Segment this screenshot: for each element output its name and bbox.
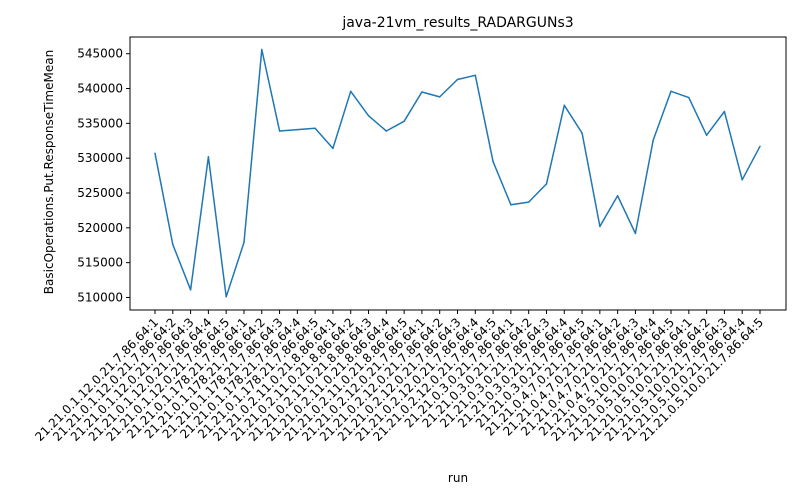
data-point xyxy=(421,91,423,93)
data-point xyxy=(314,127,316,129)
data-point xyxy=(385,130,388,132)
data-point xyxy=(492,160,494,163)
data-point xyxy=(296,128,299,131)
data-point xyxy=(456,78,459,81)
data-point xyxy=(278,130,281,132)
y-tick-label: 540000 xyxy=(77,82,123,96)
y-tick-label: 510000 xyxy=(77,290,123,304)
data-point xyxy=(225,296,227,298)
plot-frame xyxy=(129,36,787,311)
y-axis-label: BasicOperations.Put.ResponseTimeMean xyxy=(42,50,56,294)
data-point xyxy=(545,183,548,185)
x-axis-label: run xyxy=(448,471,468,485)
data-point xyxy=(332,147,334,150)
data-point xyxy=(474,74,477,77)
data-point xyxy=(723,110,726,113)
data-point xyxy=(154,152,156,155)
y-tick-label: 515000 xyxy=(77,256,123,270)
data-point xyxy=(510,204,512,206)
data-point xyxy=(172,243,174,246)
data-point xyxy=(616,195,619,197)
data-point xyxy=(581,132,583,134)
data-point xyxy=(741,179,743,181)
data-point xyxy=(207,156,210,158)
y-tick-label: 520000 xyxy=(77,221,123,235)
plot-area xyxy=(154,48,761,298)
data-point xyxy=(759,145,761,148)
y-tick-label: 525000 xyxy=(77,186,123,200)
data-point xyxy=(599,225,601,228)
data-point xyxy=(652,139,654,141)
data-point xyxy=(688,96,690,99)
y-axis: 510000 515000 520000 525000 530000 535000 5400… xyxy=(77,47,130,304)
data-point xyxy=(189,289,192,291)
data-point xyxy=(438,96,441,98)
data-point xyxy=(563,104,566,106)
data-point xyxy=(670,90,672,93)
data-point xyxy=(349,90,352,93)
data-point xyxy=(705,134,708,136)
y-tick-label: 535000 xyxy=(77,116,123,130)
data-point xyxy=(403,120,405,123)
data-point xyxy=(634,232,637,235)
data-point xyxy=(261,48,263,51)
chart-title: java-21vm_results_RADARGUNs3 xyxy=(341,15,573,31)
x-axis: 21.21.0.1.12.0.21.7.86.64:121.21.0.1.12.… xyxy=(32,310,766,444)
y-tick-label: 530000 xyxy=(77,151,123,165)
data-point xyxy=(527,201,530,203)
y-tick-label: 545000 xyxy=(77,47,123,61)
data-point xyxy=(367,114,370,117)
data-point xyxy=(243,241,245,244)
